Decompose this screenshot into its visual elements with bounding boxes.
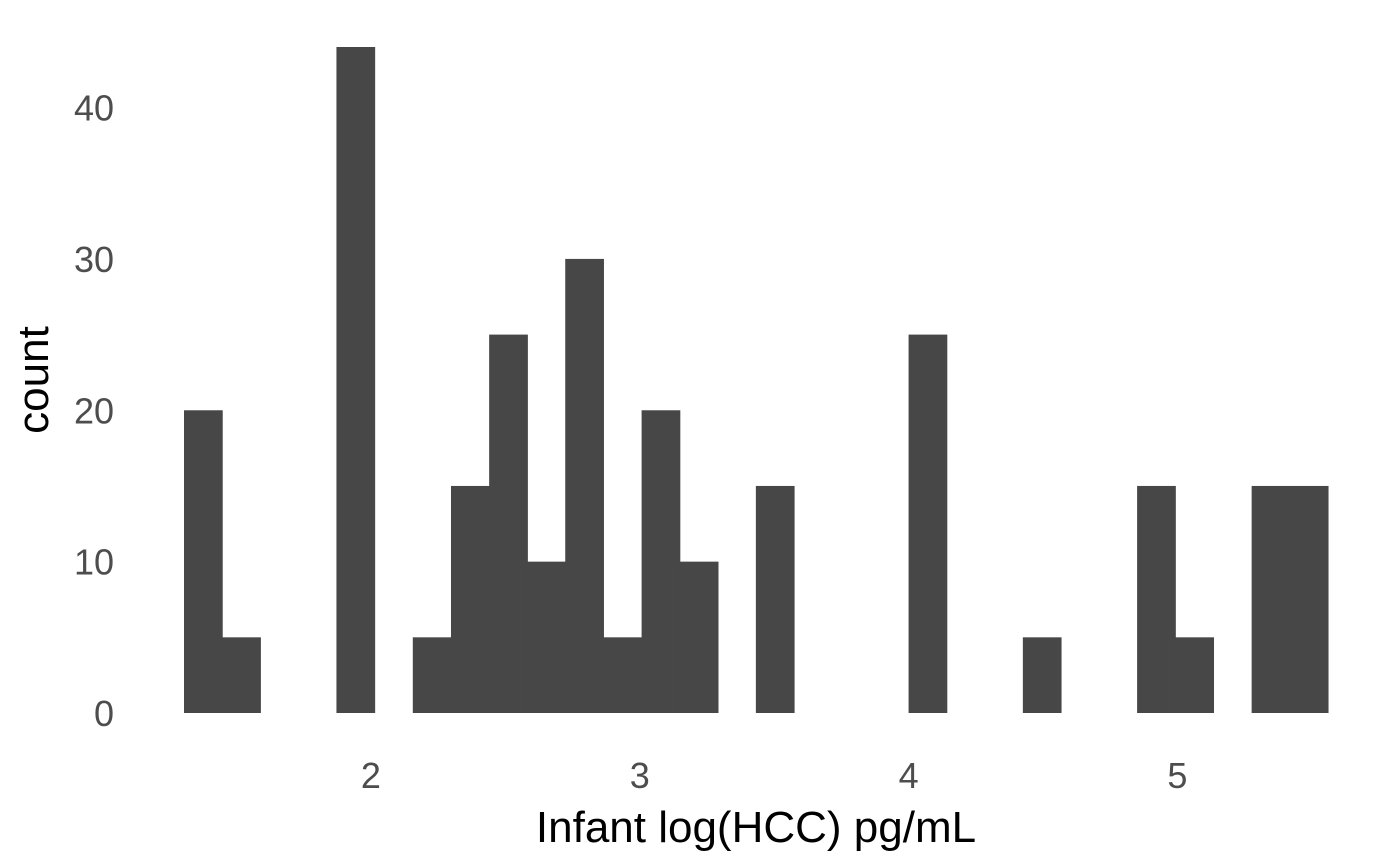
histogram-bar-6	[412, 637, 452, 713]
histogram-bar-0	[184, 410, 223, 713]
histogram-bar-8	[489, 334, 528, 713]
histogram-bar-15	[755, 485, 795, 713]
y-tick-label: 0	[94, 693, 114, 734]
y-tick-label: 30	[74, 239, 114, 280]
y-axis-title: count	[9, 326, 58, 434]
histogram-bar-13	[679, 561, 719, 713]
y-tick-label: 40	[74, 88, 114, 129]
histogram-bar-22	[1022, 637, 1062, 713]
x-tick-label: 5	[1167, 755, 1187, 796]
histogram-bar-7	[450, 485, 490, 713]
x-tick-label: 3	[630, 755, 650, 796]
y-tick-label: 10	[74, 542, 114, 583]
histogram-bar-25	[1137, 485, 1176, 713]
histogram-bar-1	[222, 637, 261, 713]
x-tick-label: 4	[899, 755, 919, 796]
histogram-bar-29	[1289, 485, 1329, 713]
histogram-bar-4	[336, 47, 376, 713]
histogram-bar-11	[603, 637, 643, 713]
x-axis-ticks: 2 3 4 5	[361, 755, 1188, 796]
x-axis-title: Infant log(HCC) pg/mL	[536, 803, 976, 852]
histogram-bar-10	[565, 258, 604, 713]
y-tick-label: 20	[74, 390, 114, 431]
histogram-bar-19	[908, 334, 948, 713]
histogram-bar-9	[527, 561, 566, 713]
histogram-bars	[184, 47, 1329, 713]
y-axis-ticks: 0 10 20 30 40	[74, 88, 114, 734]
histogram-bar-26	[1175, 637, 1215, 713]
x-tick-label: 2	[361, 755, 381, 796]
histogram-bar-12	[641, 410, 681, 713]
histogram-bar-28	[1251, 485, 1291, 713]
